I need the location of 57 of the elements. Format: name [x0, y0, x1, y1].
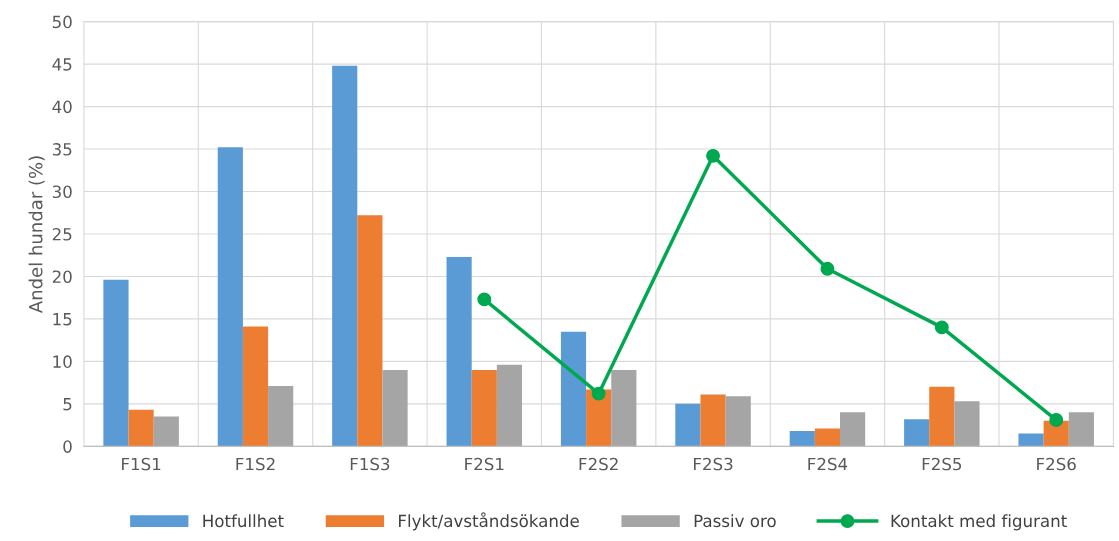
point	[934, 320, 949, 335]
bar	[904, 419, 930, 447]
y-tick-label: 30	[52, 185, 72, 199]
y-tick-label: 45	[52, 58, 72, 71]
y-tick-label: 25	[52, 227, 72, 241]
point	[591, 386, 606, 401]
y-tick-label: 20	[52, 270, 72, 284]
point	[820, 261, 835, 276]
y-tick-label: 0	[63, 440, 72, 453]
bar	[929, 386, 955, 447]
x-tick-label: F2S4	[808, 457, 848, 471]
legend-label: Kontakt med figurant	[891, 514, 1067, 531]
bar	[1068, 412, 1094, 447]
x-tick-label: F2S6	[1037, 457, 1076, 471]
y-tick-label: 10	[53, 355, 72, 368]
bar	[103, 279, 129, 447]
x-tick-label: F2S1	[465, 457, 504, 471]
y-tick-label: 15	[53, 313, 72, 326]
x-tick-label: F1S3	[350, 457, 390, 471]
bar	[128, 409, 154, 447]
y-tick-label: 50	[52, 15, 72, 29]
bar	[611, 369, 637, 447]
bar	[268, 386, 294, 447]
point	[477, 292, 492, 307]
x-tick-label: F2S2	[579, 457, 618, 471]
legend-label: Passiv oro	[694, 514, 776, 528]
bar	[217, 147, 243, 447]
bar	[357, 215, 383, 447]
bar	[700, 394, 726, 447]
bar	[332, 65, 358, 447]
point	[1049, 413, 1064, 427]
bar	[1018, 433, 1044, 447]
bar	[471, 369, 497, 447]
y-tick-label: 40	[52, 100, 72, 114]
legend-label: Flykt/avståndsökande	[399, 512, 579, 531]
bar	[496, 364, 523, 447]
bar	[242, 326, 269, 447]
x-tick-label: F2S3	[694, 457, 733, 471]
bar	[789, 431, 815, 447]
bar	[446, 256, 472, 447]
y-axis-title: Andel hundar (%)	[28, 156, 45, 314]
bar	[954, 401, 980, 447]
y-tick-label: 5	[63, 398, 72, 411]
bar	[153, 416, 179, 447]
bar	[725, 396, 751, 447]
bar	[586, 389, 612, 447]
bar	[675, 403, 701, 447]
x-tick-label: F1S2	[236, 457, 275, 471]
y-tick-label: 35	[52, 143, 72, 156]
legend-label: Hotfullhet	[203, 514, 284, 528]
x-tick-label: F2S5	[922, 457, 962, 471]
bar	[382, 369, 408, 447]
bar	[814, 428, 841, 447]
point	[706, 148, 720, 163]
x-tick-label: F1S1	[122, 457, 161, 471]
bar	[840, 412, 866, 447]
bar	[560, 331, 587, 447]
